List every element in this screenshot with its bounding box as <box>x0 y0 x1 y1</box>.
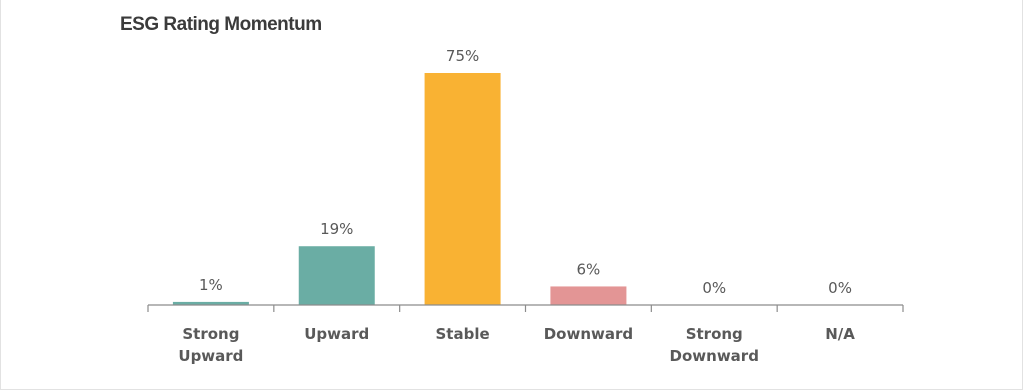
category-tick-label-line: Downward <box>544 325 633 343</box>
bar-value-label: 19% <box>320 220 353 238</box>
bar-value-label: 1% <box>199 276 223 294</box>
bar-value-label: 6% <box>577 260 601 278</box>
labels-group: 1% Strong Upward 19% Upward 75% Stable 6% Downwa… <box>178 47 855 365</box>
chart-title: ESG Rating Momentum <box>120 14 322 35</box>
category-tick-label-line: N/A <box>825 325 855 343</box>
category-tick-label-line: Upward <box>178 347 243 365</box>
category-tick-label: Downward <box>544 325 633 343</box>
category-tick-label-line: Upward <box>304 325 369 343</box>
category-tick-label: Strong Upward <box>178 325 243 365</box>
bar-value-label: 0% <box>702 279 726 297</box>
bars-group <box>172 73 627 305</box>
bar <box>424 73 501 305</box>
bar-value-label: 75% <box>446 47 479 65</box>
bar-value-label: 0% <box>828 279 852 297</box>
bar <box>172 301 249 305</box>
category-tick-label-line: Strong <box>182 325 239 343</box>
category-tick-label-line: Strong <box>686 325 743 343</box>
bar <box>550 286 627 305</box>
bar <box>298 246 375 305</box>
category-tick-label: Stable <box>436 325 490 343</box>
category-tick-label: Upward <box>304 325 369 343</box>
x-axis <box>147 304 904 312</box>
category-tick-label: N/A <box>825 325 855 343</box>
category-tick-label-line: Stable <box>436 325 490 343</box>
category-tick-label-line: Downward <box>670 347 759 365</box>
category-tick-label: Strong Downward <box>670 325 759 365</box>
